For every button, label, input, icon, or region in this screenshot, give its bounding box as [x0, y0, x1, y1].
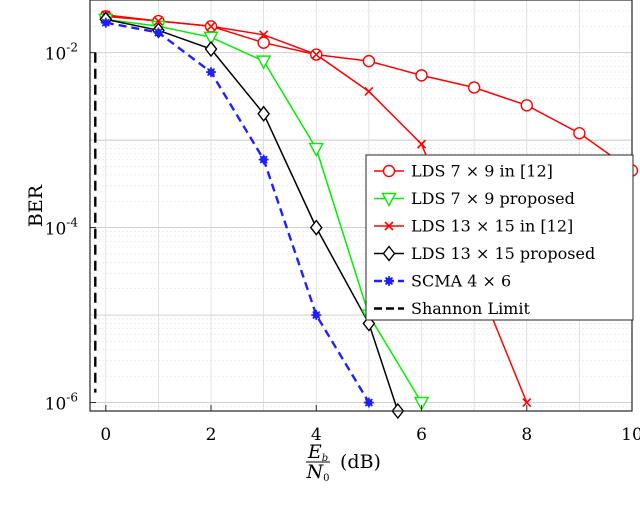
- legend-label: LDS 13 × 15 in [12]: [411, 217, 573, 236]
- xlabel-numerator-sub: b: [322, 453, 328, 464]
- ticks: 0 2 4 6 8 10 10-2 10-4 10-6: [45, 41, 640, 445]
- data-point-1-6: [413, 396, 430, 411]
- xlabel-unit: (dB): [340, 451, 381, 473]
- svg-text:Eb: Eb: [307, 441, 328, 464]
- xlabel-denominator-sub: 0: [323, 473, 329, 484]
- data-point-4-5: [363, 397, 374, 408]
- svg-text:N0: N0: [306, 461, 330, 484]
- y-tick-label: 10-4: [45, 216, 79, 240]
- series-line-2: [105, 14, 528, 403]
- legend-box: [365, 154, 634, 321]
- data-point-3-3: [257, 105, 271, 122]
- data-point-2-7: [522, 397, 532, 408]
- x-tick-label: 2: [206, 425, 217, 445]
- legend-marker: [384, 276, 394, 286]
- data-point-1-2: [203, 31, 219, 46]
- x-tick-label: 8: [521, 425, 532, 445]
- xlabel-numerator: E: [307, 441, 322, 463]
- legend-label: LDS 13 × 15 proposed: [411, 244, 595, 263]
- data-point-0-6: [415, 69, 428, 82]
- legend-label: Shannon Limit: [411, 299, 530, 318]
- data-point-0-9: [573, 127, 586, 140]
- x-tick-label: 4: [311, 425, 322, 445]
- data-point-2-3: [259, 30, 269, 40]
- data-point-1-4: [308, 142, 324, 158]
- legend-item-3: LDS 13 × 15 proposed: [374, 244, 595, 263]
- data-point-0-7: [467, 81, 481, 94]
- data-point-2-2: [206, 21, 216, 31]
- data-point-0-5: [362, 54, 376, 68]
- data-point-2-4: [311, 50, 321, 60]
- data-point-3-4: [309, 219, 323, 236]
- legend: LDS 7 × 9 in [12] LDS 7 × 9 proposed LDS 1…: [365, 154, 634, 321]
- data-point-4-2: [206, 67, 217, 78]
- data-point-2-6: [416, 139, 427, 149]
- x-axis-title: Eb N0 (dB): [306, 441, 381, 484]
- legend-marker: [384, 221, 394, 231]
- legend-marker: [382, 245, 396, 262]
- data-point-0-8: [520, 99, 533, 112]
- legend-label: SCMA 4 × 6: [411, 272, 511, 291]
- y-tick-label: 10-2: [45, 41, 78, 65]
- legend-item-0: LDS 7 × 9 in [12]: [374, 162, 553, 181]
- legend-item-5: Shannon Limit: [374, 299, 530, 318]
- markers-layer: [98, 10, 639, 420]
- legend-label: LDS 7 × 9 proposed: [411, 189, 575, 208]
- data-point-2-5: [364, 86, 374, 97]
- legend-item-1: LDS 7 × 9 proposed: [374, 189, 575, 208]
- x-tick-label: 0: [100, 425, 111, 445]
- data-point-1-3: [255, 55, 272, 70]
- y-tick-label: 10-6: [45, 391, 78, 415]
- legend-marker: [381, 192, 397, 207]
- y-axis-title: BER: [25, 184, 47, 227]
- data-point-4-4: [311, 310, 322, 321]
- legend-item-2: LDS 13 × 15 in [12]: [374, 217, 573, 236]
- xlabel-denominator: N: [306, 461, 325, 483]
- x-tick-label: 6: [416, 425, 427, 445]
- data-point-4-0: [100, 17, 111, 28]
- x-tick-label: 10: [621, 425, 640, 445]
- series-line-4: [105, 21, 370, 404]
- data-point-3-2: [204, 40, 218, 58]
- data-point-2-1: [153, 16, 163, 26]
- legend-item-4: SCMA 4 × 6: [374, 272, 511, 291]
- legend-marker: [382, 164, 396, 178]
- data-point-4-3: [258, 154, 269, 165]
- legend-label: LDS 7 × 9 in [12]: [411, 162, 553, 181]
- data-point-4-1: [153, 27, 164, 38]
- data-point-0-3: [257, 36, 270, 49]
